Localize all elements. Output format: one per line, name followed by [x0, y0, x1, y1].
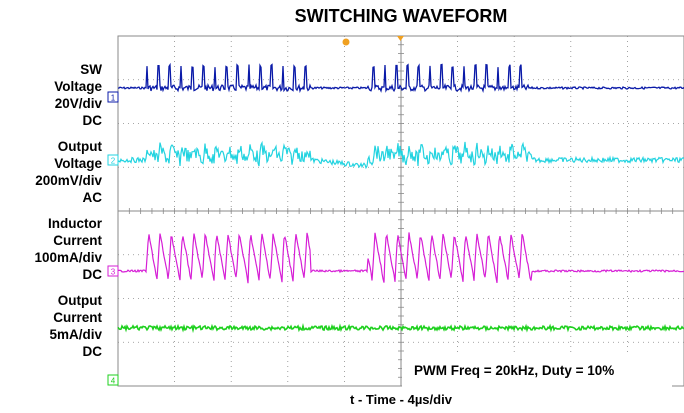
pwm-annotation: PWM Freq = 20kHz, Duty = 10% — [402, 352, 672, 390]
x-axis-label: t - Time - 4µs/div — [350, 392, 452, 407]
channel-marker-label: 2 — [111, 157, 116, 166]
output-voltage-trace — [117, 140, 684, 170]
output-current-label: Output Current 5mA/div DC — [49, 293, 102, 359]
chart-title: SWITCHING WAVEFORM — [294, 6, 508, 26]
channel-marker-label: 3 — [111, 268, 116, 277]
sw-voltage-label: SW Voltage 20V/div DC — [54, 62, 102, 128]
inductor-current-label: Inductor Current 100mA/div DC — [34, 216, 102, 282]
trigger-position-marker — [342, 38, 350, 46]
channel-marker-label: 4 — [111, 377, 116, 386]
channel-marker-label: 1 — [111, 94, 116, 103]
inductor-current-trace — [117, 232, 684, 284]
output-voltage-label: Output Voltage 200mV/div AC — [35, 139, 102, 205]
trigger-time-marker — [397, 36, 404, 41]
sw-voltage-trace — [117, 62, 684, 94]
channel-marker — [107, 154, 119, 166]
output-current-trace — [117, 322, 684, 334]
channel-marker — [107, 265, 119, 277]
channel-marker — [107, 374, 119, 386]
channel-marker — [107, 91, 119, 103]
